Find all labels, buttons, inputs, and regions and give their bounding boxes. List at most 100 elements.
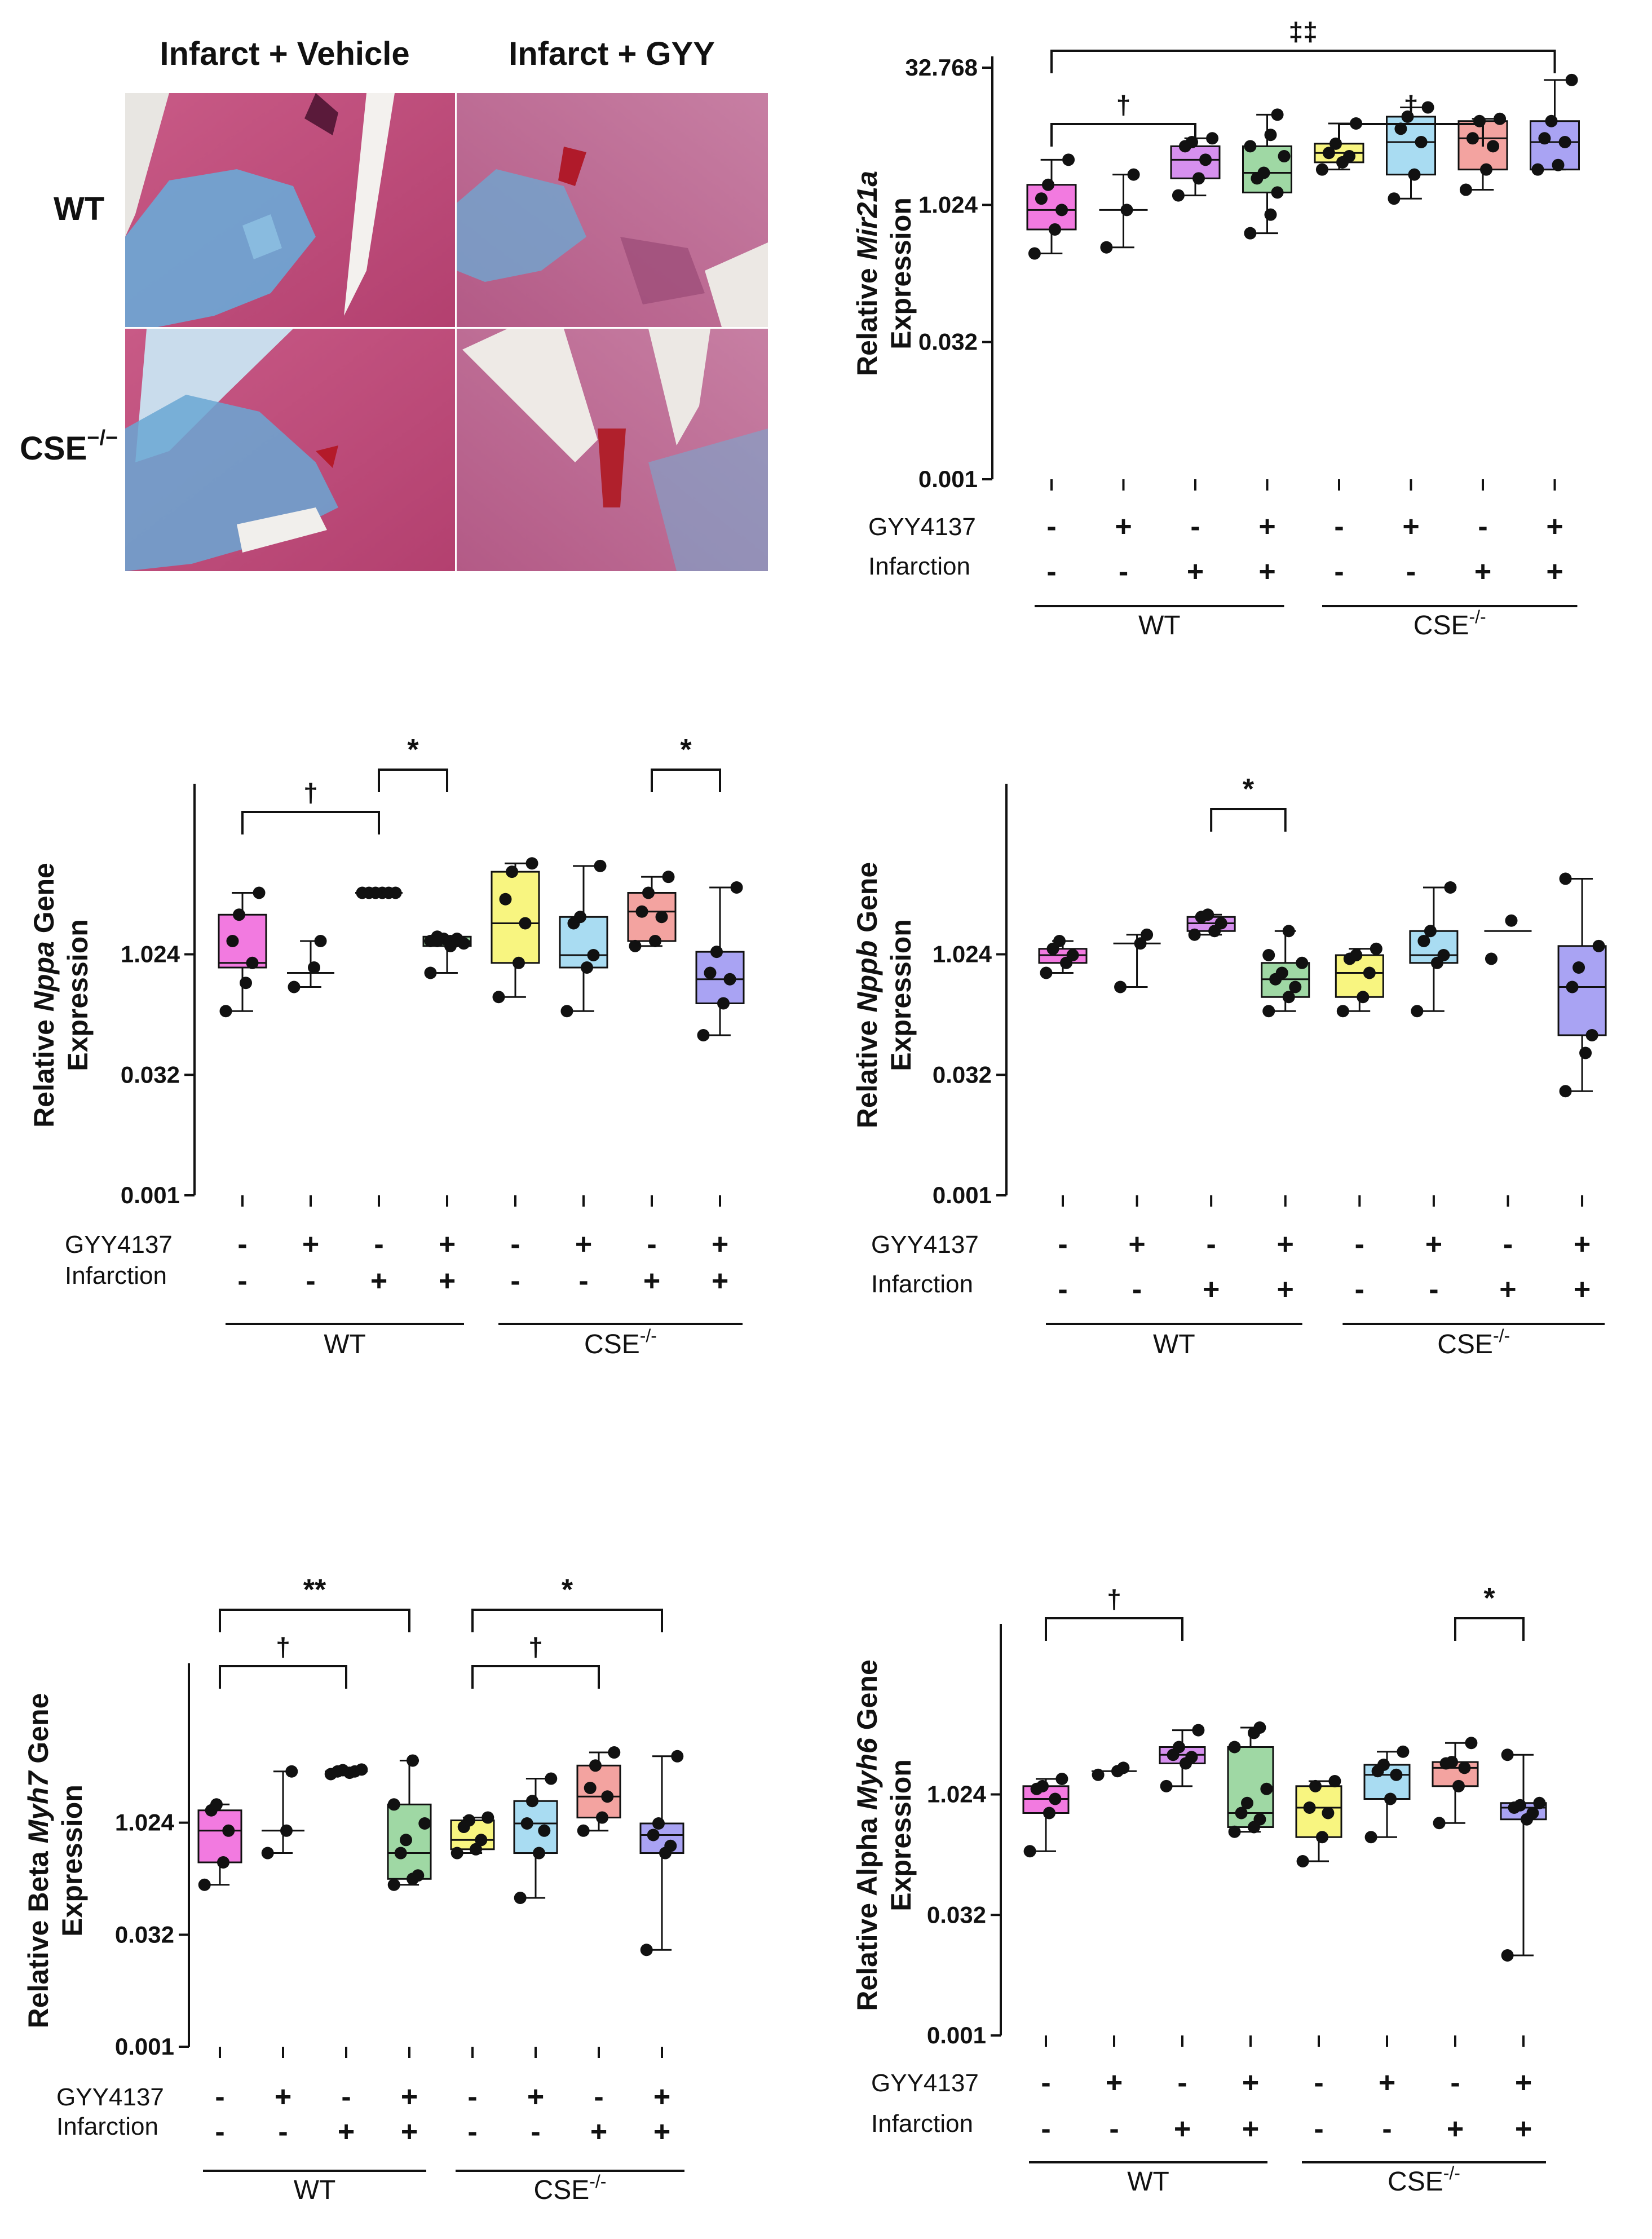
- data-point: [1585, 1029, 1598, 1041]
- data-point: [355, 1763, 368, 1776]
- group-label-wt: WT: [294, 2175, 336, 2205]
- data-point: [1417, 934, 1430, 947]
- infarction-sign: +: [1474, 555, 1491, 588]
- data-point: [608, 1746, 621, 1759]
- infarction-sign: -: [1429, 1273, 1438, 1306]
- group-label-cse: CSE-/-: [1414, 607, 1486, 641]
- group-label-wt: WT: [1127, 2167, 1169, 2197]
- data-point: [1296, 956, 1309, 969]
- data-point: [1134, 937, 1147, 950]
- chart-nppb: 1.024 0.032 0.001 Relative Nppb GeneExpress…: [851, 773, 1607, 1359]
- box: [695, 951, 745, 1004]
- y-axis-label-line2: Expression: [885, 1759, 917, 1911]
- y-axis-label: Relative Nppb Gene: [851, 862, 883, 1128]
- infarction-row-label: Infarction: [871, 1270, 973, 1298]
- data-point: [525, 857, 538, 870]
- data-point: [1446, 1756, 1458, 1769]
- gyy-sign: +: [1546, 510, 1563, 543]
- data-point: [1444, 881, 1457, 894]
- box-group-5: [1295, 1774, 1342, 1867]
- data-point: [1271, 108, 1284, 121]
- box: [1026, 184, 1077, 231]
- infarction-sign: +: [1242, 2113, 1259, 2145]
- chart-myh6: 1.024 0.032 0.001 Relative Alpha Myh6 GeneE…: [851, 1582, 1547, 2197]
- box-group-1: [1038, 934, 1088, 979]
- infarction-sign: +: [590, 2116, 607, 2148]
- gyy-sign: -: [1314, 2066, 1323, 2099]
- data-point: [222, 1824, 235, 1837]
- col-header-gyy: Infarct + GYY: [509, 36, 715, 72]
- data-point: [520, 1817, 533, 1830]
- data-point: [1370, 942, 1382, 955]
- histology-image-wt-gyy: [457, 93, 768, 327]
- data-point: [1452, 1779, 1465, 1792]
- gyy-sign: +: [653, 2081, 670, 2113]
- box-group-6: [1409, 881, 1459, 1018]
- data-point: [1244, 227, 1257, 240]
- bracket-label: †: [276, 1632, 290, 1662]
- data-point: [219, 1005, 232, 1018]
- y-tick-label: 1.024: [115, 1809, 175, 1836]
- data-point: [538, 1824, 551, 1837]
- data-point: [1388, 192, 1401, 205]
- col-header-vehicle: Infarct + Vehicle: [160, 36, 409, 72]
- infarction-sign: -: [215, 2116, 224, 2148]
- data-point: [1188, 928, 1201, 941]
- histology-panel: Infarct + Vehicle Infarct + GYY WT CSE−/…: [20, 36, 768, 571]
- y-tick-label: 0.001: [933, 1182, 992, 1208]
- data-point: [1322, 1807, 1335, 1820]
- box: [513, 1800, 558, 1854]
- data-point: [514, 1892, 527, 1904]
- box-group-3: [324, 1763, 368, 1781]
- data-point: [1275, 966, 1288, 979]
- data-point: [210, 1798, 223, 1811]
- y-tick-label: 1.024: [933, 941, 992, 968]
- data-point: [314, 934, 327, 947]
- data-point: [1127, 168, 1140, 181]
- data-point: [577, 1824, 590, 1837]
- box: [1335, 954, 1384, 998]
- data-point: [1501, 1949, 1514, 1962]
- data-point: [1053, 934, 1066, 947]
- data-point: [1411, 1005, 1424, 1018]
- y-tick-label: 0.032: [115, 1921, 174, 1947]
- gyy-sign: -: [1058, 1228, 1067, 1261]
- bracket-label: †: [303, 778, 318, 807]
- data-point: [584, 1782, 597, 1795]
- data-point: [1494, 112, 1507, 125]
- data-point: [1055, 204, 1068, 217]
- data-point: [1579, 1046, 1592, 1059]
- y-tick-label: 0.001: [121, 1182, 180, 1208]
- data-point: [337, 1764, 349, 1777]
- data-point: [285, 1765, 298, 1778]
- box-group-5: [491, 857, 540, 1004]
- data-point: [1558, 135, 1571, 148]
- data-point: [400, 1834, 412, 1847]
- box-group-5: [450, 1811, 495, 1860]
- gyy-sign: +: [439, 1228, 456, 1261]
- infarction-sign: -: [467, 2116, 477, 2148]
- bracket-line: [471, 1609, 663, 1632]
- y-tick-label: 1.024: [927, 1781, 987, 1808]
- data-point: [601, 1790, 614, 1803]
- infarction-sign: -: [1109, 2113, 1119, 2145]
- bracket-label: *: [1483, 1582, 1495, 1615]
- gyy-sign: +: [712, 1228, 728, 1261]
- data-point: [1120, 204, 1133, 217]
- box: [627, 892, 677, 942]
- data-point: [424, 966, 437, 979]
- data-point: [240, 977, 252, 990]
- y-tick-label: 0.001: [918, 466, 978, 492]
- data-point: [387, 1878, 400, 1891]
- infarction-sign: +: [1277, 1273, 1294, 1306]
- data-point: [394, 1847, 407, 1860]
- data-point: [1260, 1782, 1273, 1795]
- data-point: [261, 1847, 274, 1860]
- box-group-3: [1186, 908, 1236, 941]
- y-axis-label: Relative Mir21a: [851, 171, 883, 376]
- box: [491, 871, 540, 964]
- box-group-8: [1557, 872, 1607, 1098]
- data-point: [1315, 163, 1328, 176]
- y-axis-label: Relative Nppa Gene: [28, 863, 60, 1128]
- data-point: [1458, 1761, 1471, 1774]
